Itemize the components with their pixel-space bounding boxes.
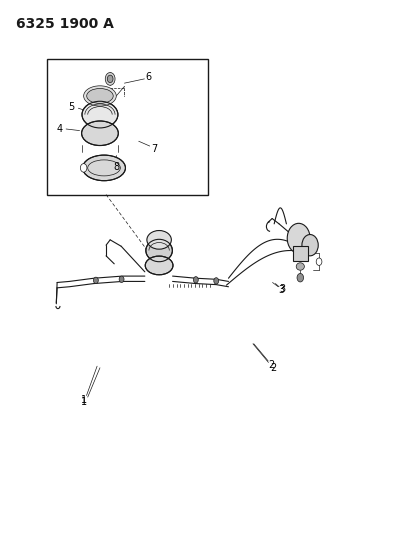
Text: 6325 1900 A: 6325 1900 A [16,17,114,31]
Circle shape [119,276,124,282]
Text: 2: 2 [270,363,277,373]
Ellipse shape [84,86,116,106]
Circle shape [107,75,113,83]
Ellipse shape [82,121,118,146]
Bar [293,246,308,261]
Text: 1: 1 [80,395,87,405]
Ellipse shape [86,88,113,103]
Text: 4: 4 [56,124,62,134]
Ellipse shape [82,155,126,181]
Ellipse shape [146,239,172,262]
Text: 6: 6 [146,72,152,82]
Text: 3: 3 [278,286,285,295]
Text: 2: 2 [268,360,275,370]
Text: 5: 5 [68,102,75,111]
Ellipse shape [145,256,173,275]
Circle shape [214,278,219,284]
Text: 7: 7 [151,144,157,154]
Text: 8: 8 [113,163,120,172]
Text: 1: 1 [80,398,87,407]
Bar [47,59,208,195]
Ellipse shape [296,263,304,270]
Ellipse shape [147,230,171,249]
Circle shape [193,277,198,283]
Circle shape [316,258,322,265]
Circle shape [302,235,318,256]
Text: 3: 3 [279,284,286,294]
Circle shape [105,72,115,85]
Circle shape [297,273,304,282]
Ellipse shape [82,101,118,128]
Circle shape [93,277,98,284]
Circle shape [287,223,310,253]
Circle shape [80,164,87,172]
